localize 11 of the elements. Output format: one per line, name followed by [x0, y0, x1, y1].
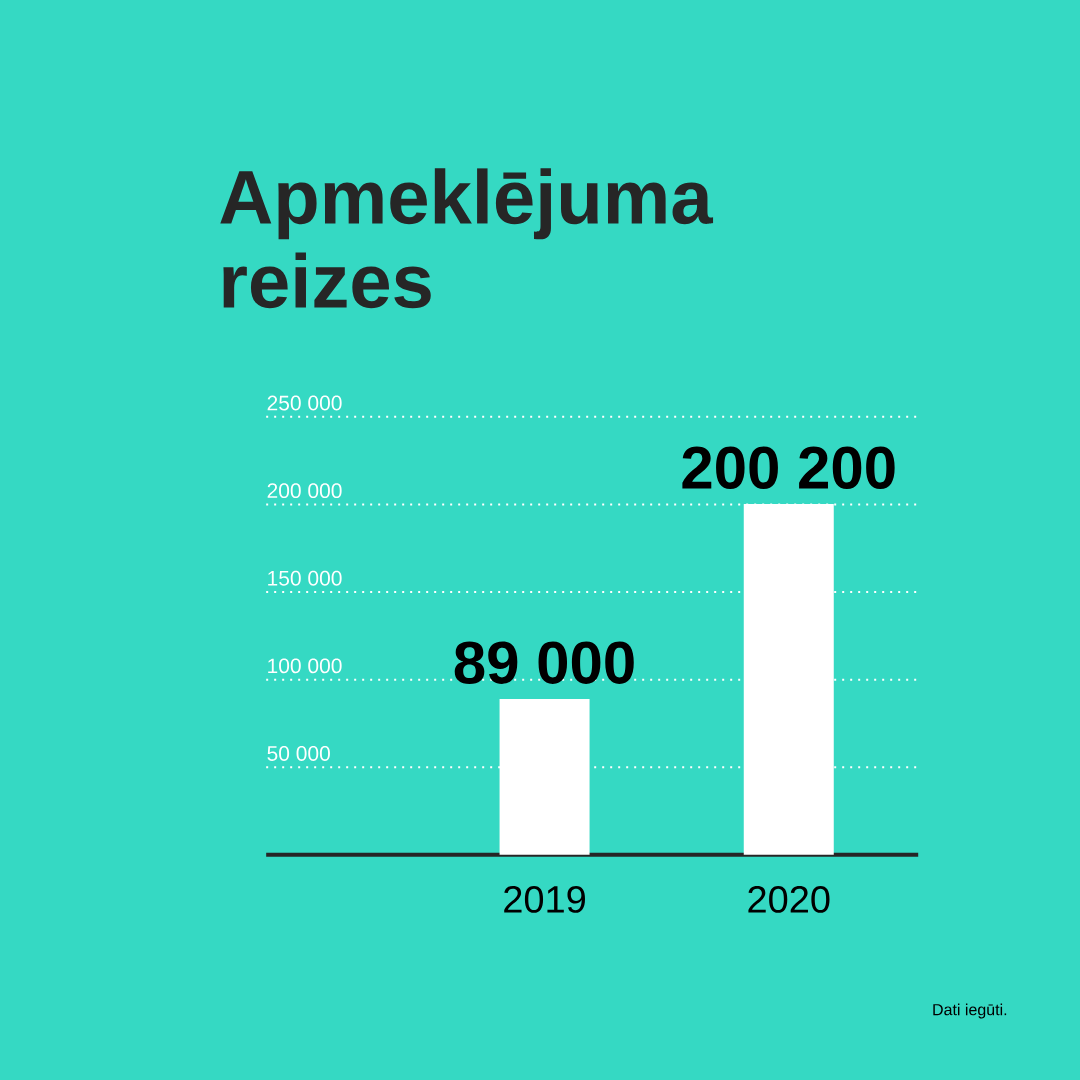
- x-tick-label: 2020: [748, 885, 830, 913]
- chart-title: Apmeklējuma reizes: [220, 168, 714, 309]
- y-tick-label: 150 000: [268, 570, 342, 586]
- y-tick-label: 250 000: [267, 395, 342, 411]
- x-tick-label: 2019: [504, 885, 585, 913]
- data-label: 200 200: [682, 446, 895, 490]
- y-tick-label: 200 000: [267, 483, 342, 499]
- y-tick-label: 50 000: [267, 746, 330, 761]
- y-tick-label: 100 000: [268, 658, 342, 674]
- data-label: 89 000: [454, 641, 634, 684]
- text: Dati iegūti.: [933, 1003, 1007, 1019]
